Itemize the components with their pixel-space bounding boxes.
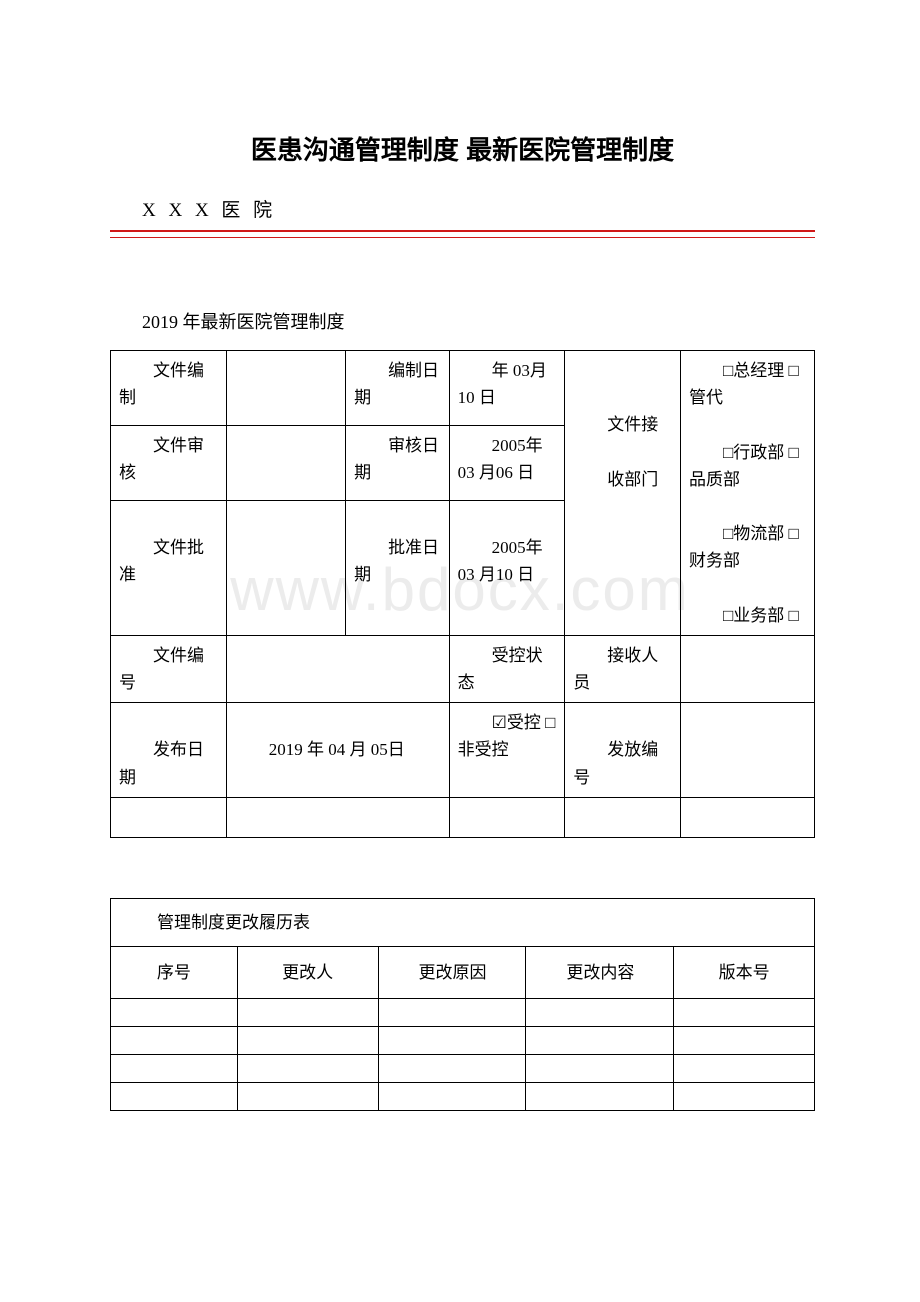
cell-review-date-label: 审核日期 [346, 425, 450, 500]
empty-cell [565, 797, 681, 837]
empty-cell [449, 797, 565, 837]
cell-control-status-value: ☑受控 □非受控 [449, 703, 565, 798]
cell-file-receive-dept-label: 文件接 收部门 [565, 351, 681, 636]
cell-file-approve-value [226, 500, 345, 635]
page-title: 医患沟通管理制度 最新医院管理制度 [110, 130, 815, 167]
cell-file-compile-value [226, 351, 345, 426]
cell-compile-date-label: 编制日期 [346, 351, 450, 426]
cell-receiver-label: 接收人员 [565, 635, 681, 702]
table-row [111, 999, 815, 1027]
document-control-table: 文件编制 编制日期 年 03月 10 日 文件接 收部门 □总经理 □管代 □行… [110, 350, 815, 838]
cell-publish-date-label: 发布日期 [111, 703, 227, 798]
cell-review-date-value: 2005年 03 月06 日 [449, 425, 565, 500]
cell-file-approve-label: 文件批准 [111, 500, 227, 635]
cell-receiver-value [680, 635, 814, 702]
change-history-title: 管理制度更改履历表 [111, 899, 815, 947]
cell-approve-date-label: 批准日期 [346, 500, 450, 635]
divider-double-line [110, 230, 815, 238]
table-row [111, 1055, 815, 1083]
cell-file-review-value [226, 425, 345, 500]
col-header-changer: 更改人 [237, 947, 378, 999]
empty-cell [226, 797, 449, 837]
cell-compile-date-value: 年 03月 10 日 [449, 351, 565, 426]
document-subtitle: 2019 年最新医院管理制度 [142, 308, 815, 334]
col-header-reason: 更改原因 [378, 947, 526, 999]
cell-file-number-value [226, 635, 449, 702]
table-row [111, 1027, 815, 1055]
cell-control-status-label: 受控状态 [449, 635, 565, 702]
table-row [111, 1083, 815, 1111]
change-history-table: 管理制度更改履历表 序号 更改人 更改原因 更改内容 版本号 [110, 898, 815, 1111]
hospital-name: X X X 医 院 [142, 195, 815, 222]
cell-file-number-label: 文件编号 [111, 635, 227, 702]
col-header-content: 更改内容 [526, 947, 674, 999]
table-row: 文件编制 编制日期 年 03月 10 日 文件接 收部门 □总经理 □管代 □行… [111, 351, 815, 426]
table-row: 序号 更改人 更改原因 更改内容 版本号 [111, 947, 815, 999]
empty-cell [111, 797, 227, 837]
table-row: 管理制度更改履历表 [111, 899, 815, 947]
table-row: 文件编号 受控状态 接收人员 [111, 635, 815, 702]
cell-dept-checkboxes: □总经理 □管代 □行政部 □品质部 □物流部 □财务部 □业务部 □ [680, 351, 814, 636]
cell-file-compile-label: 文件编制 [111, 351, 227, 426]
table-row [111, 797, 815, 837]
col-header-version: 版本号 [674, 947, 815, 999]
col-header-seq: 序号 [111, 947, 238, 999]
cell-issue-number-label: 发放编号 [565, 703, 681, 798]
cell-publish-date-value: 2019 年 04 月 05日 [226, 703, 449, 798]
empty-cell [680, 797, 814, 837]
table-row: 发布日期 2019 年 04 月 05日 ☑受控 □非受控 发放编号 [111, 703, 815, 798]
document-body: 医患沟通管理制度 最新医院管理制度 X X X 医 院 2019 年最新医院管理… [110, 130, 815, 1111]
cell-approve-date-value: 2005年 03 月10 日 [449, 500, 565, 635]
cell-issue-number-value [680, 703, 814, 798]
cell-file-review-label: 文件审核 [111, 425, 227, 500]
